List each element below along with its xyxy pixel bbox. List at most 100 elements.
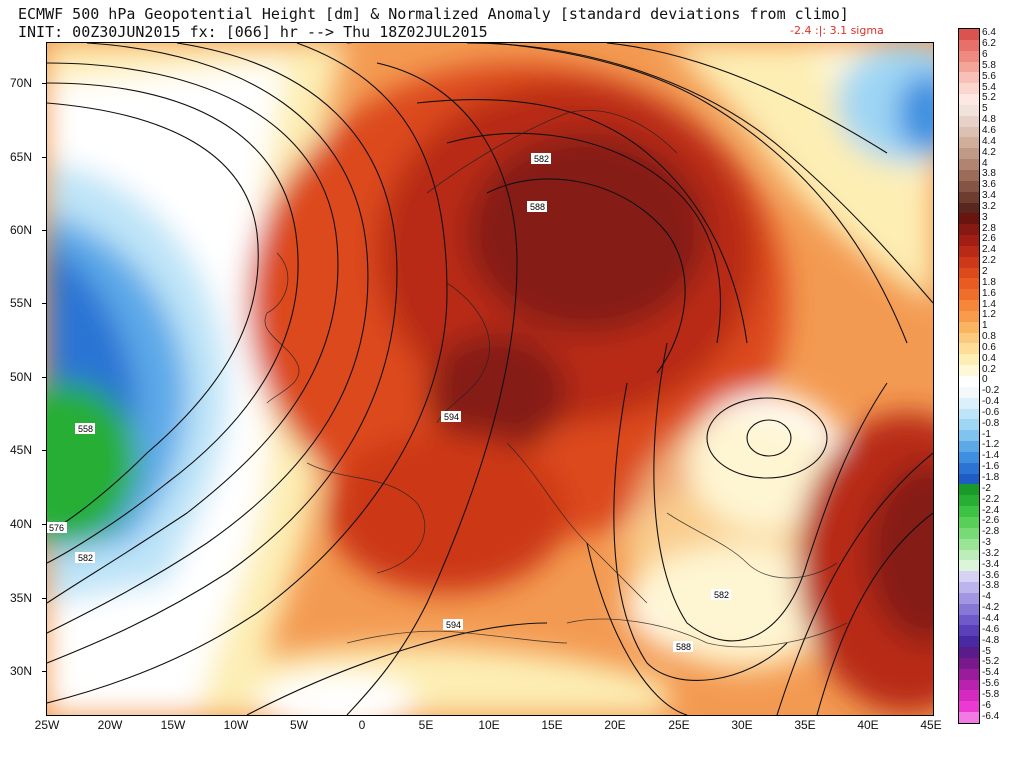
lat-label-65n: 65N [10, 150, 33, 164]
colorbar-swatch [959, 625, 979, 637]
colorbar-label: 6.4 [982, 27, 996, 39]
map-svg: 582 588 594 558 576 582 594 582 588 [47, 43, 933, 715]
colorbar-swatch [959, 560, 979, 572]
colorbar-label: 0.2 [982, 363, 996, 375]
colorbar-swatch [959, 267, 979, 279]
colorbar-label: 4.2 [982, 146, 996, 158]
colorbar-label: -6.4 [982, 710, 1000, 722]
colorbar-swatch [959, 343, 979, 355]
colorbar-swatch [959, 300, 979, 311]
lon-label-25w: 25W [34, 718, 60, 732]
lat-tick [42, 671, 46, 672]
colorbar-label: 4 [982, 157, 988, 169]
colorbar-label: -0.2 [982, 385, 1000, 397]
colorbar-swatch [959, 679, 979, 691]
colorbar-swatch [959, 310, 979, 322]
lon-label-45e: 45E [920, 718, 942, 732]
contour-label: 594 [441, 411, 461, 422]
coastlines [264, 110, 848, 648]
colorbar-swatch [959, 354, 979, 366]
lon-label-10e: 10E [478, 718, 500, 732]
contour-label-group: 582 588 594 558 576 582 594 582 588 [47, 153, 731, 652]
colorbar-label: 5.8 [982, 59, 996, 71]
colorbar-label: 3.4 [982, 190, 996, 202]
lon-label-30e: 30E [731, 718, 753, 732]
svg-text:582: 582 [78, 553, 93, 563]
colorbar-label: 2 [982, 265, 988, 277]
header-title-line2: INIT: 00Z30JUN2015 fx: [066] hr --> Thu … [18, 23, 488, 41]
colorbar-swatch [959, 213, 979, 225]
colorbar-swatch [959, 582, 979, 593]
lat-tick [42, 450, 46, 451]
lon-label-5w: 5W [290, 718, 308, 732]
colorbar-label: -5.2 [982, 656, 1000, 668]
svg-text:588: 588 [676, 642, 691, 652]
colorbar-swatch [959, 245, 979, 257]
colorbar-swatch [959, 657, 979, 669]
colorbar-label: 4.6 [982, 125, 996, 137]
sigma-colorbar-labels: 6.4 6.2 6 5.8 5.6 5.4 5.2 5 4.8 4.6 4.4 4.2 4 3.8 3.6 3… [982, 28, 1022, 722]
lat-tick [42, 598, 46, 599]
colorbar-swatch [959, 39, 979, 51]
colorbar-swatch [959, 419, 979, 431]
colorbar-label: 1.4 [982, 298, 996, 310]
lat-tick [42, 524, 46, 525]
lat-label-50n: 50N [10, 370, 33, 384]
colorbar-label: -2.2 [982, 493, 1000, 505]
colorbar-label: -3.6 [982, 569, 1000, 581]
lon-label-10w: 10W [223, 718, 249, 732]
colorbar-swatch [959, 538, 979, 550]
colorbar-label: -1 [982, 428, 991, 440]
colorbar-swatch [959, 603, 979, 615]
lon-label-25e: 25E [668, 718, 690, 732]
lat-label-30n: 30N [10, 664, 33, 678]
colorbar-label: -4.2 [982, 602, 1000, 614]
lat-tick [42, 230, 46, 231]
svg-text:594: 594 [444, 412, 459, 422]
lat-tick [42, 83, 46, 84]
colorbar-swatch [959, 61, 979, 73]
colorbar-swatch [959, 647, 979, 658]
colorbar-label: 0 [982, 374, 988, 386]
svg-text:582: 582 [534, 154, 549, 164]
colorbar-label: -2.8 [982, 526, 1000, 538]
colorbar-label: 2.8 [982, 222, 996, 234]
colorbar-swatch [959, 484, 979, 496]
colorbar-swatch [959, 289, 979, 301]
contour-label: 576 [47, 522, 67, 533]
colorbar-label: 2.4 [982, 244, 996, 256]
colorbar-label: 4.8 [982, 114, 996, 126]
colorbar-swatch [959, 430, 979, 442]
contour-label: 582 [75, 552, 95, 563]
colorbar-swatch [959, 224, 979, 236]
header-title-line1: ECMWF 500 hPa Geopotential Height [dm] &… [18, 5, 849, 23]
colorbar-label: -5.4 [982, 667, 1000, 679]
colorbar-label: 0.4 [982, 352, 996, 364]
colorbar-label: -2.6 [982, 515, 1000, 527]
lat-tick [42, 303, 46, 304]
colorbar-label: -2.4 [982, 504, 1000, 516]
lon-label-5e: 5E [418, 718, 434, 732]
colorbar-swatch [959, 592, 979, 604]
lon-label-20w: 20W [97, 718, 123, 732]
svg-text:576: 576 [49, 523, 64, 533]
lat-tick [42, 157, 46, 158]
colorbar-swatch [959, 516, 979, 528]
svg-text:558: 558 [78, 424, 93, 434]
lat-label-70n: 70N [10, 76, 33, 90]
colorbar-swatch [959, 126, 979, 138]
sigma-extremes: -2.4 :|: 3.1 sigma [790, 24, 884, 37]
colorbar-label: 0.6 [982, 341, 996, 353]
colorbar-swatch [959, 495, 979, 507]
colorbar-label: -4.4 [982, 612, 1000, 624]
colorbar-label: -1.2 [982, 439, 1000, 451]
colorbar-label: 1.8 [982, 276, 996, 288]
colorbar-swatch [959, 256, 979, 268]
colorbar-label: -4 [982, 591, 991, 603]
colorbar-swatch [959, 94, 979, 105]
colorbar-label: 5.2 [982, 92, 996, 104]
colorbar-label: 6.2 [982, 38, 996, 50]
colorbar-swatch [959, 365, 979, 376]
sigma-colorbar [958, 28, 980, 724]
colorbar-label: 4.4 [982, 135, 996, 147]
